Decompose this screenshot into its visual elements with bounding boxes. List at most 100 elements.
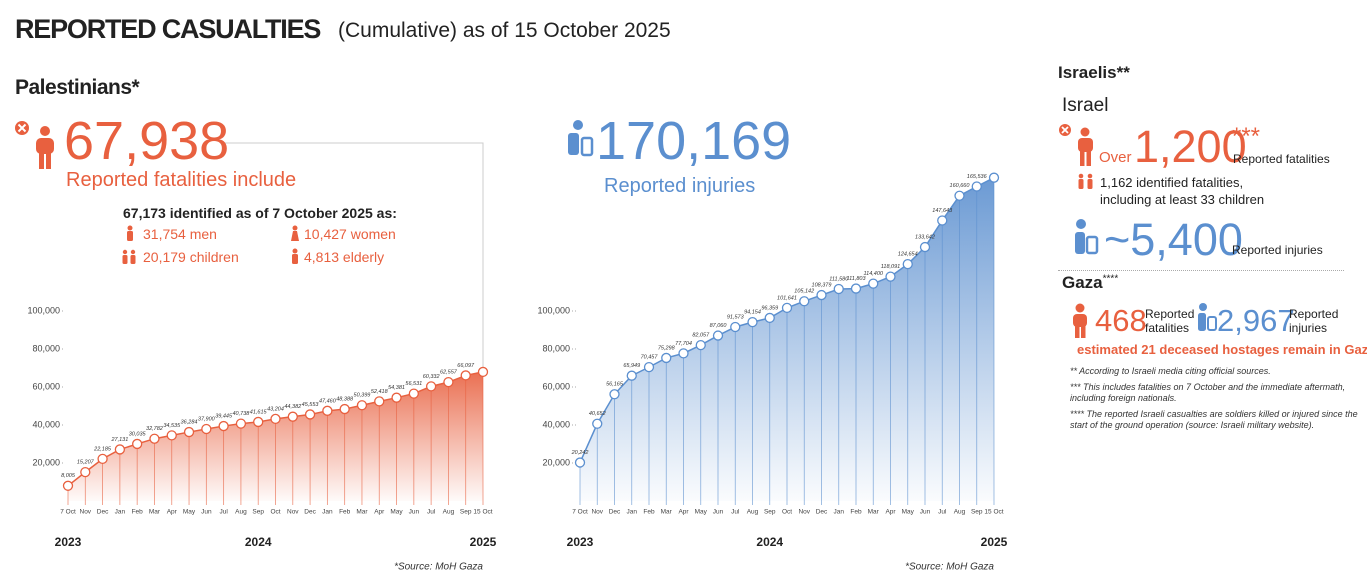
point — [62, 480, 74, 491]
x-tick-label: Aug — [954, 509, 966, 516]
x-tick-label: Feb — [850, 509, 862, 516]
point — [988, 172, 1000, 183]
x-tick-label: Jul — [219, 509, 228, 516]
fatal-label: Reported fatalities — [1233, 152, 1330, 166]
identified: 67,173 identified as of 7 October 2025 a… — [123, 205, 397, 221]
injuries-label: Reported injuries — [604, 175, 756, 197]
hostages: estimated 21 deceased hostages remain in… — [1077, 342, 1367, 357]
value-label: 39,445 — [215, 414, 233, 420]
x-tick-label: Jun — [920, 509, 931, 516]
value-label: 37,900 — [198, 416, 216, 422]
y-tick-label: 20,000 — [32, 457, 60, 467]
x-tick-label: Oct — [270, 509, 280, 516]
point — [183, 426, 195, 438]
value-label: 8,005 — [61, 473, 76, 479]
value-label: 45,553 — [302, 402, 320, 408]
year-label: 2024 — [756, 535, 783, 549]
point — [971, 181, 982, 192]
value-label: 133,642 — [915, 235, 935, 241]
point — [80, 466, 91, 478]
point — [816, 289, 827, 301]
point — [460, 370, 471, 381]
x-tick-label: Mar — [356, 509, 368, 516]
y-tick-label: 20,000 — [542, 457, 570, 467]
value-label: 94,154 — [744, 310, 761, 316]
x-tick-label: Jul — [427, 509, 436, 516]
point — [919, 241, 931, 253]
x-tick-label: 7 Oct — [572, 509, 588, 516]
fatalities-label: Reported fatalities include — [66, 169, 297, 191]
year-label: 2023 — [55, 535, 82, 549]
point — [339, 403, 350, 415]
point — [661, 352, 672, 364]
charts: 20,000 40,000 60,000 80,000 100,000 8,005 7 Oc… — [15, 120, 1008, 573]
x-tick-label: Nov — [591, 509, 603, 516]
point — [643, 361, 655, 373]
x-tick-label: Sep — [971, 509, 983, 516]
footnote-mark: **** — [1102, 273, 1119, 285]
value-label: 111,803 — [846, 276, 866, 282]
x-tick-label: 15 Oct — [473, 509, 492, 516]
footnote-mark: *** — [1232, 123, 1261, 150]
note: **** The reported Israeli casualties are… — [1070, 409, 1358, 430]
x-tick-label: Jan — [322, 509, 333, 516]
x-tick-label: Jun — [201, 509, 212, 516]
x-tick-label: Jan — [627, 509, 638, 516]
value-label: 44,382 — [284, 404, 301, 410]
value-label: 27,131 — [110, 437, 128, 443]
value-label: 118,091 — [881, 264, 900, 270]
point — [592, 418, 603, 429]
x-tick-label: Mar — [868, 509, 880, 516]
value-label: 124,654 — [898, 252, 918, 258]
fatalities-total: 67,938 — [64, 111, 230, 171]
point — [799, 296, 810, 307]
fatality-icon — [1059, 124, 1093, 166]
value-label: 36,284 — [181, 420, 198, 426]
value-label: 91,573 — [727, 314, 745, 320]
x-tick-label: 15 Oct — [984, 509, 1003, 516]
point — [868, 278, 879, 289]
gaza-heading: Gaza**** — [1062, 273, 1118, 293]
divider — [1058, 270, 1344, 271]
point — [609, 389, 620, 400]
point — [149, 433, 160, 444]
x-tick-label: Dec — [816, 509, 828, 516]
point — [850, 283, 862, 294]
x-tick-label: Nov — [80, 509, 92, 516]
israel-fatalities: 1,200 — [1134, 121, 1247, 172]
value-label: 32,782 — [146, 426, 163, 432]
breakdown-item: 31,754 men — [143, 226, 217, 242]
value-label: 108,379 — [812, 283, 832, 289]
x-tick-label: Aug — [235, 509, 247, 516]
x-tick-label: May — [183, 509, 196, 516]
point — [132, 438, 143, 450]
subtitle: (Cumulative) as of 15 October 2025 — [338, 19, 671, 42]
value-label: 30,035 — [129, 431, 147, 437]
gaza-fatalities: 468 — [1095, 303, 1147, 338]
value-label: 41,615 — [250, 409, 268, 415]
value-label: 82,057 — [692, 333, 710, 339]
value-label: 111,580 — [829, 276, 849, 282]
x-tick-label: Apr — [374, 509, 385, 516]
point — [253, 416, 264, 428]
israel-injuries: ~5,400 — [1104, 214, 1243, 265]
x-tick-label: Sep — [764, 509, 776, 516]
source: *Source: MoH Gaza — [394, 562, 483, 573]
children: including at least 33 children — [1100, 192, 1265, 207]
value-label: 15,207 — [77, 460, 95, 466]
injury-icon — [1075, 219, 1099, 255]
value-label: 60,332 — [423, 374, 440, 380]
x-tick-label: Aug — [747, 509, 759, 516]
x-tick-label: Dec — [97, 509, 109, 516]
point — [201, 423, 212, 435]
value-label: 52,418 — [371, 389, 389, 395]
value-label: 50,399 — [354, 393, 371, 399]
injuries-label: Reported injuries — [1289, 307, 1339, 335]
point — [218, 420, 229, 432]
gaza-title: Gaza — [1062, 273, 1103, 292]
x-tick-label: Feb — [132, 509, 144, 516]
x-tick-label: Jun — [713, 509, 724, 516]
point — [287, 411, 298, 422]
point — [712, 330, 724, 341]
year-label: 2025 — [470, 535, 497, 549]
